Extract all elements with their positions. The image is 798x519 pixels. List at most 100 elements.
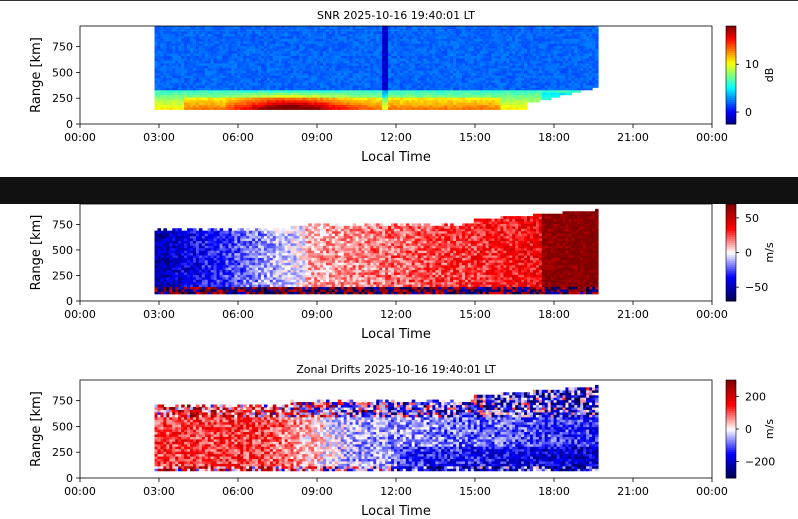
heatmap-cell [426,45,431,49]
heatmap-cell [473,77,478,81]
heatmap-cell [532,50,537,54]
heatmap-cell [518,84,522,88]
heatmap-cell [278,38,283,42]
heatmap-cell [435,57,439,61]
heatmap-cell [192,106,197,110]
heatmap-cell [388,35,392,39]
heatmap-cell [438,79,442,83]
heatmap-cell [441,106,445,110]
heatmap-cell [346,28,351,32]
heatmap-cell [343,26,348,30]
heatmap-cell [512,57,516,61]
heatmap-cell [231,60,235,64]
heatmap-cell [187,106,191,110]
heatmap-cell [184,82,188,86]
heatmap-cell [308,89,312,93]
heatmap-cell [524,101,528,105]
heatmap-cell [349,45,354,49]
heatmap-cell [325,65,330,69]
heatmap-cell [464,55,469,59]
heatmap-cell [447,65,451,69]
heatmap-cell [456,43,460,47]
heatmap-cell [334,48,339,52]
heatmap-cell [216,33,221,37]
heatmap-cell [521,52,525,56]
heatmap-cell [562,38,567,42]
heatmap-cell [266,50,271,54]
heatmap-cell [538,79,543,83]
heatmap-cell [364,28,368,32]
heatmap-cell [379,75,383,79]
heatmap-cell [210,87,215,91]
heatmap-cell [402,65,407,69]
heatmap-cell [210,55,215,59]
heatmap-cell [420,75,425,79]
heatmap-cell [340,62,345,66]
heatmap-cell [547,70,552,74]
heatmap-cell [169,87,173,91]
heatmap-cell [506,84,510,88]
heatmap-cell [503,38,507,42]
heatmap-cell [296,48,300,52]
heatmap-cell [461,70,466,74]
heatmap-cell [334,82,339,86]
heatmap-cell [231,48,235,52]
heatmap-cell [396,65,401,69]
heatmap-cell [393,106,398,110]
heatmap-cell [491,67,496,71]
heatmap-cell [456,48,460,52]
heatmap-cell [287,101,292,105]
heatmap-cell [337,67,342,71]
heatmap-cell [364,62,368,66]
heatmap-cell [358,30,363,34]
heatmap-cell [562,82,567,86]
heatmap-cell [287,33,292,37]
heatmap-cell [255,55,259,59]
heatmap-cell [393,35,398,39]
heatmap-cell [550,65,555,69]
heatmap-cell [414,87,419,91]
heatmap-cell [453,65,457,69]
heatmap-cell [393,92,398,96]
heatmap-cell [187,101,191,105]
heatmap-cell [246,45,250,49]
heatmap-cell [213,43,218,47]
heatmap-cell [323,89,327,93]
heatmap-cell [577,75,581,79]
heatmap-cell [358,67,363,71]
heatmap-cell [349,28,354,32]
heatmap-cell [503,28,507,32]
heatmap-cell [373,30,377,34]
heatmap-cell [240,87,244,91]
heatmap-cell [396,70,401,74]
heatmap-cell [553,43,558,47]
heatmap-cell [529,70,534,74]
heatmap-cell [323,106,327,110]
heatmap-cell [402,26,407,30]
heatmap-cell [503,92,507,96]
heatmap-cell [275,84,280,88]
heatmap-cell [255,104,259,108]
heatmap-cell [198,82,203,86]
heatmap-cell [178,50,182,54]
heatmap-cell [263,60,268,64]
heatmap-cell [172,55,176,59]
heatmap-cell [485,55,490,59]
heatmap-cell [154,97,159,101]
heatmap-cell [237,84,241,88]
heatmap-cell [388,104,392,108]
heatmap-cell [157,40,162,44]
heatmap-cell [320,92,324,96]
heatmap-cell [293,52,298,56]
heatmap-cell [210,65,215,69]
heatmap-cell [314,87,318,91]
heatmap-cell [444,62,448,66]
heatmap-cell [361,89,366,93]
heatmap-cell [515,67,519,71]
heatmap-cell [349,104,354,108]
heatmap-cell [376,28,380,32]
heatmap-cell [154,104,159,108]
heatmap-cell [503,55,507,59]
heatmap-cell [379,48,383,52]
heatmap-cell [438,35,442,39]
